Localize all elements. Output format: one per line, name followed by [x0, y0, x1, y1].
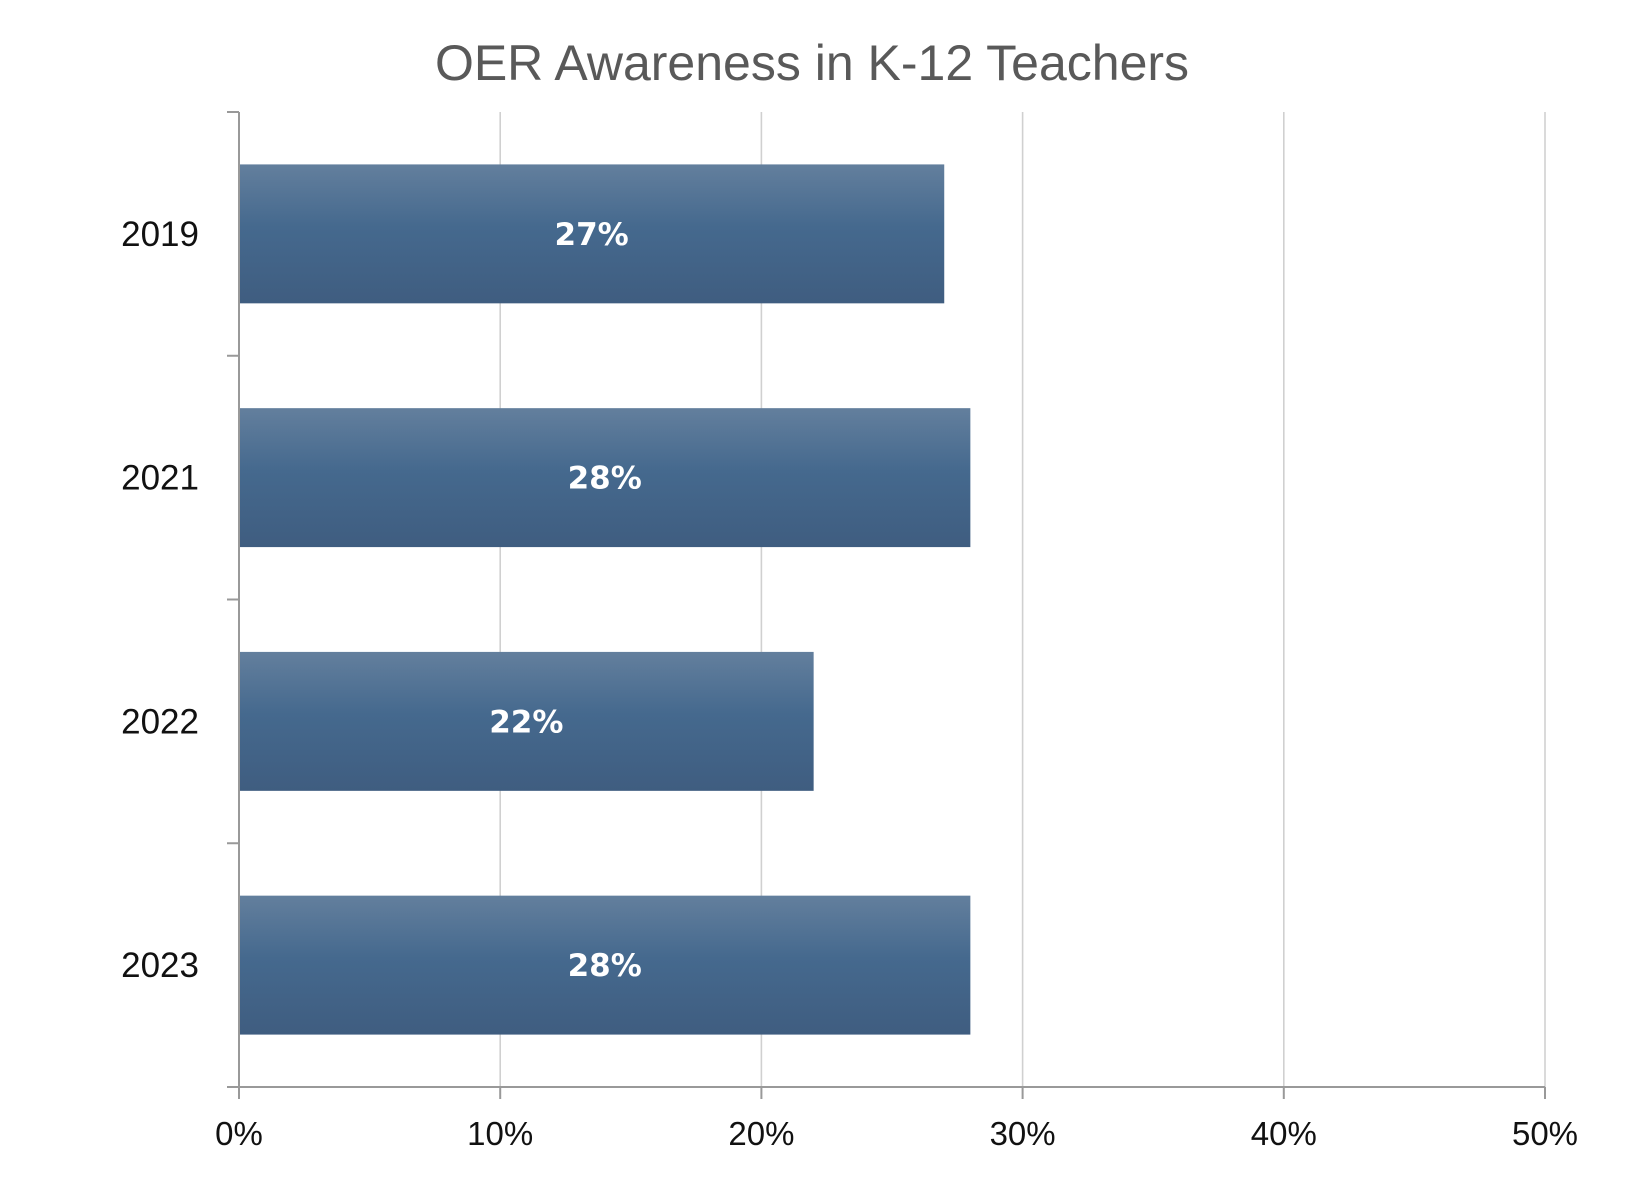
bar-2019 [239, 164, 945, 304]
bar-2023 [239, 895, 971, 1035]
bar-2021 [239, 408, 971, 548]
category-label-2019: 2019 [121, 215, 199, 254]
data-label-2022: 22% [489, 704, 563, 740]
labels: 27% 2019 28% 2021 22% 2022 28% 2023 0% 10% 20% 30% 4… [121, 215, 1578, 1152]
bar-2022 [239, 651, 814, 791]
x-tick-label-0%: 0% [215, 1115, 263, 1152]
category-label-2022: 2022 [121, 702, 199, 741]
chart-title: OER Awareness in K-12 Teachers [435, 35, 1189, 91]
axes [227, 111, 1546, 1099]
x-tick-label-20%: 20% [728, 1115, 794, 1152]
category-label-2023: 2023 [121, 946, 199, 985]
x-tick-label-10%: 10% [467, 1115, 533, 1152]
data-label-2023: 28% [568, 948, 642, 984]
category-label-2021: 2021 [121, 459, 199, 498]
x-tick-label-50%: 50% [1512, 1115, 1578, 1152]
x-tick-label-40%: 40% [1251, 1115, 1317, 1152]
bars [239, 164, 971, 1035]
x-tick-label-30%: 30% [990, 1115, 1056, 1152]
data-label-2021: 28% [568, 461, 642, 497]
data-label-2019: 27% [555, 217, 629, 253]
